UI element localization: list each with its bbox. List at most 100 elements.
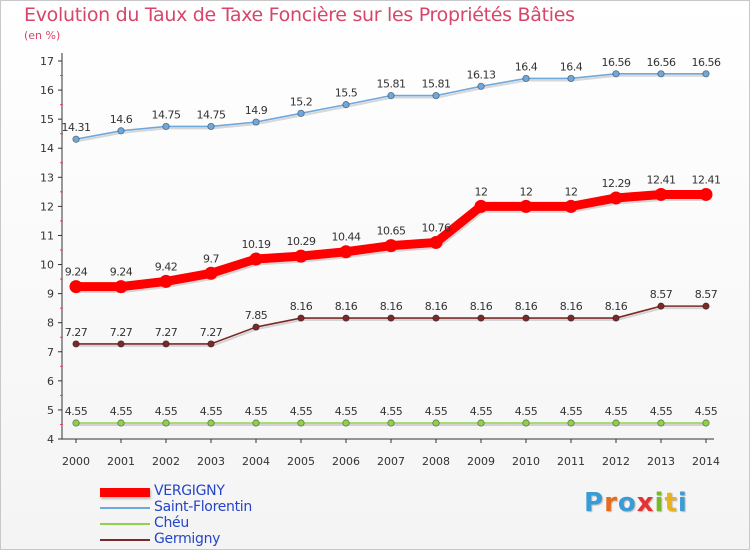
y-tick-label: 7 <box>47 346 54 359</box>
x-tick-label: 2006 <box>332 455 360 468</box>
data-label-ch-u: 4.55 <box>290 405 313 418</box>
data-label-saint-florentin: 16.56 <box>692 56 721 69</box>
data-label-ch-u: 4.55 <box>380 405 403 418</box>
y-tick-label: 17 <box>40 55 54 68</box>
data-label-vergigny: 12 <box>520 185 533 198</box>
logo-letter: r <box>604 488 618 518</box>
data-label-saint-florentin: 15.5 <box>335 87 358 100</box>
data-label-germigny: 8.16 <box>605 300 628 313</box>
data-label-vergigny: 9.42 <box>155 260 178 273</box>
data-label-germigny: 8.16 <box>335 300 358 313</box>
data-label-saint-florentin: 16.13 <box>467 68 496 81</box>
logo-letter: i <box>677 488 688 518</box>
data-point-vergigny <box>474 199 488 213</box>
data-label-ch-u: 4.55 <box>155 405 178 418</box>
data-point-saint-florentin <box>387 92 395 100</box>
data-label-saint-florentin: 16.56 <box>602 56 631 69</box>
x-tick-label: 2013 <box>647 455 675 468</box>
data-label-vergigny: 12 <box>565 185 578 198</box>
data-point-saint-florentin <box>72 135 80 143</box>
data-point-vergigny <box>609 191 623 205</box>
data-point-vergigny <box>114 280 128 294</box>
data-point-germigny <box>567 314 575 322</box>
x-tick-label: 2011 <box>557 455 585 468</box>
data-label-vergigny: 10.44 <box>332 231 361 244</box>
data-point-ch-u <box>162 419 170 427</box>
data-label-vergigny: 12.41 <box>692 173 721 186</box>
data-point-vergigny <box>429 235 443 249</box>
y-tick-label: 5 <box>47 404 54 417</box>
x-tick-label: 2010 <box>512 455 540 468</box>
legend-label-germigny: Germigny <box>154 531 221 547</box>
data-label-vergigny: 10.19 <box>242 238 271 251</box>
x-tick-label: 2014 <box>692 455 720 468</box>
y-tick-label: 10 <box>40 259 54 272</box>
legend-label-ch-u: Chéu <box>154 515 189 531</box>
data-point-saint-florentin <box>297 109 305 117</box>
data-label-ch-u: 4.55 <box>515 405 538 418</box>
data-point-germigny <box>477 314 485 322</box>
logo-letter: o <box>617 488 637 518</box>
data-label-ch-u: 4.55 <box>695 405 718 418</box>
data-label-saint-florentin: 15.2 <box>290 95 313 108</box>
logo-letter: t <box>664 488 678 518</box>
data-label-ch-u: 4.55 <box>650 405 673 418</box>
x-tick-label: 2005 <box>287 455 315 468</box>
data-point-ch-u <box>387 419 395 427</box>
data-label-saint-florentin: 15.81 <box>422 78 451 91</box>
data-label-germigny: 7.85 <box>245 309 268 322</box>
data-label-vergigny: 10.29 <box>287 235 316 248</box>
proxiti-logo: Proxiti <box>584 488 688 518</box>
y-tick-label: 9 <box>47 288 54 301</box>
legend-label-vergigny: VERGIGNY <box>154 483 225 499</box>
data-point-germigny <box>702 302 710 310</box>
logo-letter: x <box>636 488 655 518</box>
data-point-germigny <box>297 314 305 322</box>
x-tick-label: 2007 <box>377 455 405 468</box>
data-point-vergigny <box>204 266 218 280</box>
data-label-vergigny: 12.41 <box>647 173 676 186</box>
data-label-vergigny: 9.24 <box>110 266 133 279</box>
data-point-ch-u <box>702 419 710 427</box>
data-point-vergigny <box>339 245 353 259</box>
x-tick-label: 2001 <box>107 455 135 468</box>
data-label-germigny: 7.27 <box>200 326 223 339</box>
legend-swatch-ch-u <box>100 523 150 525</box>
y-tick-label: 13 <box>40 171 54 184</box>
data-point-ch-u <box>657 419 665 427</box>
data-label-vergigny: 9.24 <box>65 266 88 279</box>
data-point-germigny <box>612 314 620 322</box>
data-label-ch-u: 4.55 <box>605 405 628 418</box>
data-point-saint-florentin <box>252 118 260 126</box>
data-label-saint-florentin: 14.75 <box>197 108 226 121</box>
x-tick-label: 2004 <box>242 455 270 468</box>
logo-letter: i <box>654 488 665 518</box>
data-point-vergigny <box>384 239 398 253</box>
data-point-saint-florentin <box>522 74 530 83</box>
legend-swatch-vergigny <box>100 487 150 497</box>
y-tick-label: 16 <box>40 84 54 97</box>
data-point-germigny <box>432 314 440 322</box>
data-label-ch-u: 4.55 <box>425 405 448 418</box>
data-point-germigny <box>72 340 80 348</box>
data-label-germigny: 8.57 <box>695 288 718 301</box>
x-tick-label: 2008 <box>422 455 450 468</box>
legend-swatch-saint-florentin <box>100 507 150 509</box>
data-point-ch-u <box>207 419 215 427</box>
y-tick-label: 15 <box>40 113 54 126</box>
data-point-vergigny <box>294 249 308 263</box>
data-label-ch-u: 4.55 <box>560 405 583 418</box>
data-point-saint-florentin <box>612 70 620 78</box>
chart-subtitle: (en %) <box>24 29 61 42</box>
data-label-ch-u: 4.55 <box>110 405 133 418</box>
data-label-germigny: 8.16 <box>425 300 448 313</box>
data-point-germigny <box>387 314 395 322</box>
data-label-saint-florentin: 16.56 <box>647 56 676 69</box>
data-label-vergigny: 12.29 <box>602 177 631 190</box>
data-point-ch-u <box>342 419 350 427</box>
data-label-vergigny: 12 <box>475 185 488 198</box>
data-label-ch-u: 4.55 <box>65 405 88 418</box>
data-point-ch-u <box>432 419 440 427</box>
